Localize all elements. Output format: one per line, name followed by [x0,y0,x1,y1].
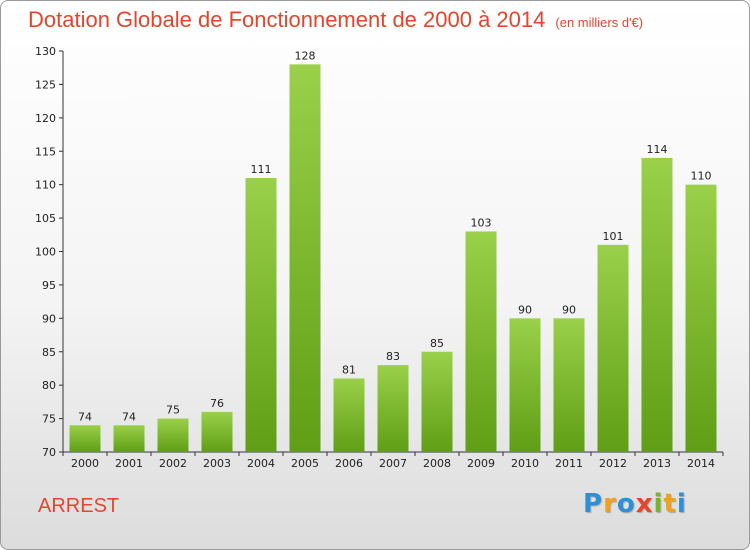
logo-letter: o [616,489,636,519]
y-tick-label: 95 [42,279,56,292]
x-tick-label: 2014 [687,457,715,470]
bar-2012 [597,244,629,452]
axes: 70 75 80 85 90 95 100 105 110 115 120 125 130 2000 200… [35,45,724,470]
bar-value-label: 75 [166,404,180,417]
y-tick-label: 120 [35,112,56,125]
x-tick-label: 2002 [159,457,187,470]
y-tick-label: 110 [35,179,56,192]
bar-value-label: 90 [562,303,576,316]
bar-value-label: 101 [603,230,624,243]
bar-2001 [113,425,145,452]
x-tick-label: 2011 [555,457,583,470]
x-tick-label: 2010 [511,457,539,470]
y-tick-label: 75 [42,413,56,426]
bar-2002 [157,418,189,452]
x-tick-label: 2001 [115,457,143,470]
bar-value-label: 85 [430,337,444,350]
x-tick-label: 2012 [599,457,627,470]
logo-letter: i [653,489,664,519]
y-tick-label: 80 [42,379,56,392]
bar-2011 [553,318,585,452]
bar-2009 [465,231,497,452]
logo-letter: r [603,489,617,519]
bar-2000 [69,425,101,452]
y-tick-label: 70 [42,446,56,459]
bar-value-label: 114 [647,143,668,156]
bar-value-label: 74 [122,410,136,423]
x-tick-label: 2000 [71,457,99,470]
bar-2005 [289,64,321,452]
x-tick-label: 2007 [379,457,407,470]
x-tick-label: 2004 [247,457,275,470]
bar-value-label: 81 [342,363,356,376]
bar-2006 [333,378,365,452]
bar-2013 [641,157,673,452]
bar-2010 [509,318,541,452]
bar-value-label: 110 [691,170,712,183]
bar-2014 [685,184,717,452]
bar-value-label: 103 [471,216,492,229]
y-tick-label: 115 [35,145,56,158]
x-tick-label: 2003 [203,457,231,470]
chart-subtitle: (en milliers d'€) [555,15,644,30]
bar-value-label: 83 [386,350,400,363]
chart-title-text: Dotation Globale de Fonctionnement de 20… [28,7,546,32]
bar-2008 [421,351,453,452]
logo-letter: P [583,489,604,519]
bar-value-label: 128 [295,49,316,62]
commune-name: ARREST [38,495,120,517]
y-tick-label: 85 [42,346,56,359]
bar-2004 [245,177,277,452]
x-tick-label: 2006 [335,457,363,470]
bar-2007 [377,365,409,452]
bars: 74 74 75 76 111 128 81 83 85 103 90 90 101 114 110 [69,49,717,452]
logo-letter: x [635,489,654,519]
y-tick-label: 125 [35,78,56,91]
x-tick-label: 2005 [291,457,319,470]
bar-value-label: 111 [251,163,272,176]
logo-letter: t [663,489,677,519]
x-tick-label: 2009 [467,457,495,470]
y-tick-label: 90 [42,312,56,325]
proxiti-logo: Proxiti [583,489,687,519]
x-tick-label: 2008 [423,457,451,470]
logo-letter: i [676,489,687,519]
bar-value-label: 90 [518,303,532,316]
x-tick-label: 2013 [643,457,671,470]
y-tick-label: 130 [35,45,56,58]
y-tick-label: 100 [35,246,56,259]
bar-value-label: 76 [210,397,224,410]
bar-value-label: 74 [78,410,92,423]
y-tick-label: 105 [35,212,56,225]
bar-2003 [201,411,233,452]
chart-title: Dotation Globale de Fonctionnement de 20… [28,7,643,33]
